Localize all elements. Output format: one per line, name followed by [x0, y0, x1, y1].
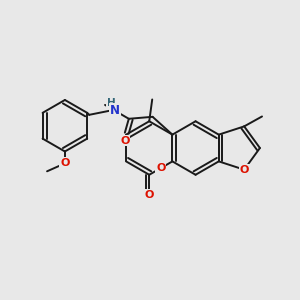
Text: O: O [145, 190, 154, 200]
Text: O: O [120, 136, 130, 146]
Text: O: O [60, 158, 70, 168]
Text: O: O [239, 165, 249, 175]
Text: N: N [110, 104, 120, 117]
Text: O: O [156, 163, 166, 173]
Text: H: H [106, 98, 116, 108]
